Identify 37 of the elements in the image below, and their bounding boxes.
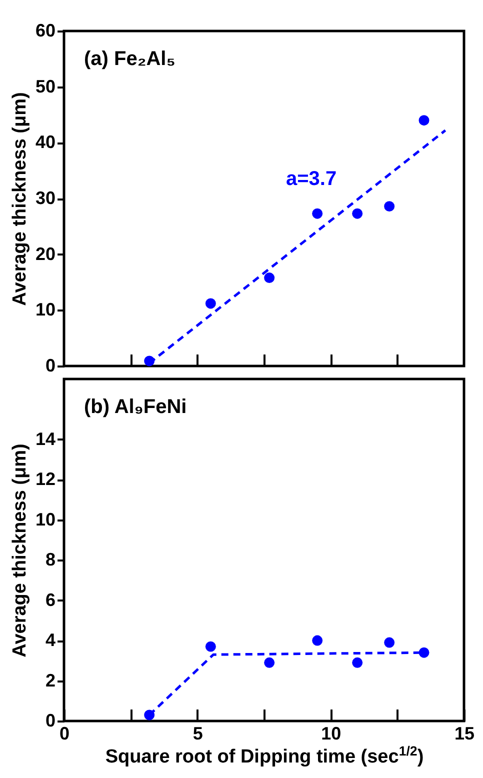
y-tick-label: 6 bbox=[45, 590, 56, 610]
y-axis-title: Average thickness (μm) bbox=[9, 444, 30, 658]
point bbox=[418, 647, 430, 658]
x-tick-label: 10 bbox=[321, 724, 342, 744]
point bbox=[264, 272, 275, 284]
point bbox=[352, 208, 363, 219]
y-tick-label: 40 bbox=[35, 132, 56, 152]
y-tick-label: 14 bbox=[35, 428, 56, 449]
y-tick-label: 10 bbox=[35, 509, 56, 530]
point bbox=[205, 641, 216, 652]
point bbox=[352, 657, 363, 668]
point bbox=[205, 298, 216, 309]
x-axis-title: Square root of Dipping time (sec$^{1/2}$) bbox=[105, 743, 424, 768]
y-tick-label: 30 bbox=[35, 188, 56, 208]
y-tick-label: 0 bbox=[45, 710, 56, 730]
point bbox=[418, 115, 430, 126]
annotation: (b) Al₉FeNi bbox=[84, 396, 187, 418]
y-tick-label: 60 bbox=[35, 20, 56, 40]
y-tick-label: 2 bbox=[45, 670, 56, 690]
y-tick-label: 20 bbox=[35, 244, 56, 264]
y-tick-label: 12 bbox=[35, 469, 56, 490]
x-tick-label: 15 bbox=[454, 724, 475, 744]
annotation: (a) Fe₂Al₅ bbox=[84, 48, 176, 70]
y-tick-label: 8 bbox=[45, 550, 56, 570]
x-tick-label: 0 bbox=[59, 724, 70, 744]
point bbox=[384, 637, 395, 648]
y-tick-label: 10 bbox=[35, 300, 56, 320]
point bbox=[312, 635, 323, 646]
point bbox=[312, 208, 323, 219]
y-tick-label: 4 bbox=[45, 630, 56, 650]
point bbox=[264, 657, 275, 668]
x-tick-label: 5 bbox=[192, 724, 203, 744]
y-tick-label: 50 bbox=[35, 76, 56, 96]
annotation: a=3.7 bbox=[286, 168, 337, 190]
y-axis-title: Average thickness (μm) bbox=[9, 92, 30, 306]
point bbox=[384, 201, 395, 212]
y-tick-label: 0 bbox=[45, 356, 56, 376]
